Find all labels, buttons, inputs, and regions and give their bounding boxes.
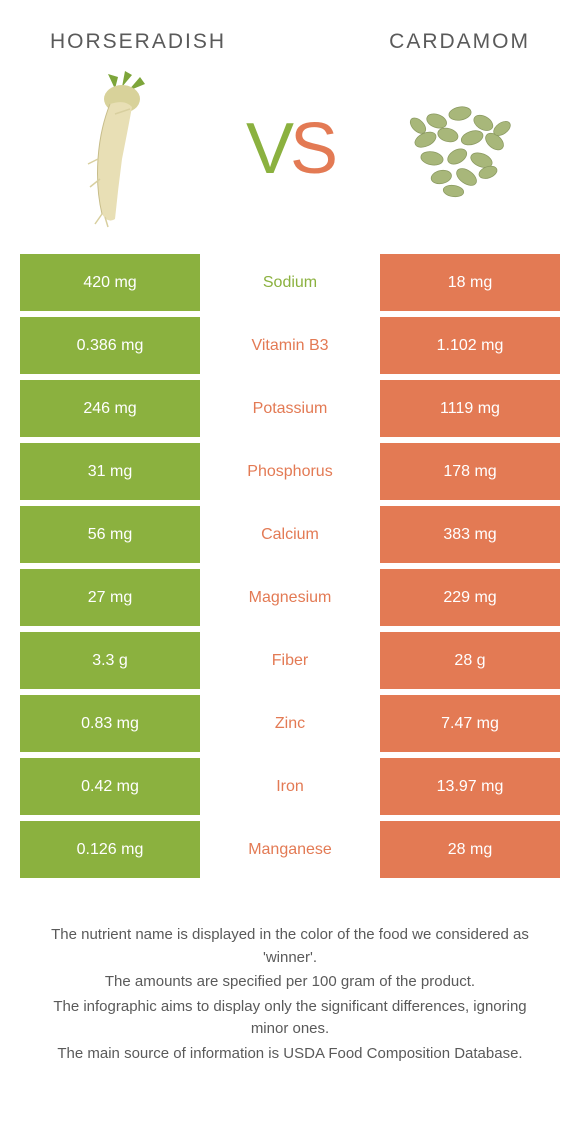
footer-line: The nutrient name is displayed in the co… <box>50 924 530 969</box>
left-value: 0.83 mg <box>20 695 200 752</box>
nutrient-row: 56 mgCalcium383 mg <box>20 506 560 563</box>
nutrient-row: 0.386 mgVitamin B31.102 mg <box>20 317 560 374</box>
left-value: 56 mg <box>20 506 200 563</box>
cardamom-icon <box>390 69 530 229</box>
vs-v: V <box>246 108 290 190</box>
nutrient-name: Vitamin B3 <box>200 317 380 374</box>
left-value: 27 mg <box>20 569 200 626</box>
left-value: 420 mg <box>20 254 200 311</box>
nutrient-name: Magnesium <box>200 569 380 626</box>
footer-line: The main source of information is USDA F… <box>50 1043 530 1066</box>
nutrient-name: Manganese <box>200 821 380 878</box>
nutrient-row: 246 mgPotassium1119 mg <box>20 380 560 437</box>
nutrient-name: Iron <box>200 758 380 815</box>
nutrient-name: Calcium <box>200 506 380 563</box>
right-value: 28 mg <box>380 821 560 878</box>
right-value: 229 mg <box>380 569 560 626</box>
right-value: 7.47 mg <box>380 695 560 752</box>
horseradish-icon <box>50 69 190 229</box>
nutrient-name: Sodium <box>200 254 380 311</box>
nutrient-row: 3.3 gFiber28 g <box>20 632 560 689</box>
vs-label: VS <box>246 108 334 190</box>
nutrient-table: 420 mgSodium18 mg 0.386 mgVitamin B31.102… <box>20 254 560 878</box>
images-row: VS <box>20 54 560 254</box>
left-value: 0.386 mg <box>20 317 200 374</box>
nutrient-row: 420 mgSodium18 mg <box>20 254 560 311</box>
nutrient-row: 0.83 mgZinc7.47 mg <box>20 695 560 752</box>
nutrient-name: Zinc <box>200 695 380 752</box>
nutrient-name: Phosphorus <box>200 443 380 500</box>
right-value: 28 g <box>380 632 560 689</box>
nutrient-row: 0.126 mgManganese28 mg <box>20 821 560 878</box>
right-value: 178 mg <box>380 443 560 500</box>
left-value: 31 mg <box>20 443 200 500</box>
infographic-container: HORSERADISH CARDAMOM VS <box>0 0 580 1087</box>
left-value: 3.3 g <box>20 632 200 689</box>
right-value: 1.102 mg <box>380 317 560 374</box>
right-value: 18 mg <box>380 254 560 311</box>
nutrient-row: 0.42 mgIron13.97 mg <box>20 758 560 815</box>
footer-line: The infographic aims to display only the… <box>50 996 530 1041</box>
vs-s: S <box>290 108 334 190</box>
nutrient-row: 27 mgMagnesium229 mg <box>20 569 560 626</box>
nutrient-name: Potassium <box>200 380 380 437</box>
right-food-title: CARDAMOM <box>389 30 530 54</box>
right-value: 13.97 mg <box>380 758 560 815</box>
left-value: 0.126 mg <box>20 821 200 878</box>
left-value: 246 mg <box>20 380 200 437</box>
left-food-title: HORSERADISH <box>50 30 226 54</box>
right-value: 383 mg <box>380 506 560 563</box>
right-value: 1119 mg <box>380 380 560 437</box>
footer-notes: The nutrient name is displayed in the co… <box>20 884 560 1065</box>
left-value: 0.42 mg <box>20 758 200 815</box>
header-row: HORSERADISH CARDAMOM <box>20 20 560 54</box>
footer-line: The amounts are specified per 100 gram o… <box>50 971 530 994</box>
nutrient-name: Fiber <box>200 632 380 689</box>
nutrient-row: 31 mgPhosphorus178 mg <box>20 443 560 500</box>
